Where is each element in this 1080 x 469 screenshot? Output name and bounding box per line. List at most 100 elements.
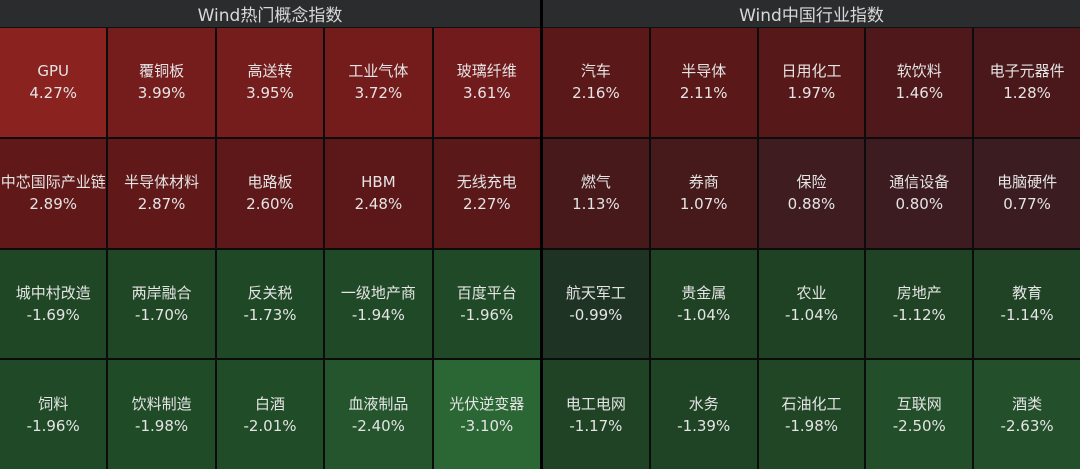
heatmap-cell[interactable]: 水务 -1.39%	[650, 360, 757, 469]
heatmap-cell[interactable]: 电工电网 -1.17%	[543, 360, 649, 469]
cell-change: -1.04%	[677, 305, 731, 324]
cell-name: 电子元器件	[989, 62, 1065, 81]
heatmap-cell[interactable]: 航天军工 -0.99%	[543, 249, 649, 359]
heatmap-cell[interactable]: 汽车 2.16%	[543, 28, 649, 137]
heatmap-cell[interactable]: 一级地产商 -1.94%	[325, 249, 432, 359]
heatmap-cell[interactable]: 饲料 -1.96%	[0, 360, 107, 469]
heatmap-cell[interactable]: 软饮料 1.46%	[866, 28, 973, 137]
cell-name: 券商	[688, 173, 719, 192]
heatmap-cell[interactable]: 石油化工 -1.98%	[758, 360, 865, 469]
heatmap-cell[interactable]: GPU 4.27%	[0, 28, 107, 137]
cell-change: 0.77%	[1003, 195, 1051, 214]
heatmap-cell[interactable]: 无线充电 2.27%	[433, 138, 540, 248]
heatmap-cell[interactable]: 玻璃纤维 3.61%	[433, 28, 540, 137]
cell-name: 饮料制造	[131, 394, 192, 413]
cell-change: -0.99%	[569, 305, 623, 324]
heatmap-cell[interactable]: 半导体 2.11%	[650, 28, 757, 137]
heatmap-cell[interactable]: HBM 2.48%	[325, 138, 432, 248]
concept-index-title: Wind热门概念指数	[0, 0, 540, 28]
cell-change: -1.39%	[677, 416, 731, 435]
cell-change: -1.69%	[26, 305, 80, 324]
heatmap-cell[interactable]: 电路板 2.60%	[216, 138, 324, 248]
heatmap-cell[interactable]: 农业 -1.04%	[758, 249, 865, 359]
industry-heatmap: 汽车 2.16% 半导体 2.11% 日用化工 1.97% 软饮料 1.46% 电子元器件 1.2…	[543, 28, 1080, 469]
cell-change: 3.99%	[137, 84, 186, 103]
concept-heatmap: GPU 4.27% 覆铜板 3.99% 高送转 3.95% 工业气体 3.72% 玻璃纤维 3.6…	[0, 28, 540, 469]
cell-change: 2.27%	[462, 195, 511, 214]
heatmap-cell[interactable]: 城中村改造 -1.69%	[0, 249, 107, 359]
industry-index-panel: Wind中国行业指数 汽车 2.16% 半导体 2.11% 日用化工 1.97% 软饮料 1.…	[543, 0, 1080, 469]
heatmap-cell[interactable]: 房地产 -1.12%	[866, 249, 973, 359]
cell-change: 4.27%	[29, 84, 78, 103]
cell-change: 2.87%	[137, 195, 186, 214]
cell-change: 3.61%	[462, 84, 511, 103]
cell-change: -1.70%	[135, 305, 189, 324]
cell-change: 3.95%	[246, 84, 294, 103]
heatmap-cell[interactable]: 白酒 -2.01%	[216, 360, 324, 469]
cell-name: 电脑硬件	[997, 173, 1058, 192]
cell-change: -2.63%	[1000, 416, 1054, 435]
heatmap-cell[interactable]: 光伏逆变器 -3.10%	[433, 360, 540, 469]
cell-name: 光伏逆变器	[449, 394, 525, 413]
cell-name: 教育	[1012, 283, 1043, 302]
cell-change: 1.07%	[679, 195, 728, 214]
cell-name: 互联网	[896, 394, 942, 413]
heatmap-cell[interactable]: 高送转 3.95%	[216, 28, 324, 137]
heatmap-cell[interactable]: 互联网 -2.50%	[866, 360, 973, 469]
heatmap-cell[interactable]: 券商 1.07%	[650, 138, 757, 248]
heatmap-cell[interactable]: 贵金属 -1.04%	[650, 249, 757, 359]
cell-change: -1.98%	[784, 416, 839, 435]
heatmap-cell[interactable]: 半导体材料 2.87%	[108, 138, 215, 248]
cell-name: 血液制品	[348, 394, 409, 413]
heatmap-cell[interactable]: 保险 0.88%	[758, 138, 865, 248]
cell-name: HBM	[361, 173, 396, 192]
cell-name: 日用化工	[781, 62, 842, 81]
cell-change: 2.60%	[246, 195, 294, 214]
heatmap-cell[interactable]: 教育 -1.14%	[974, 249, 1080, 359]
cell-name: 高送转	[247, 62, 293, 81]
cell-change: -1.98%	[135, 416, 189, 435]
heatmap-cell[interactable]: 血液制品 -2.40%	[325, 360, 432, 469]
cell-name: 覆铜板	[139, 62, 185, 81]
cell-name: 电工电网	[565, 394, 626, 413]
cell-change: 1.13%	[572, 195, 620, 214]
cell-name: 通信设备	[889, 173, 950, 192]
concept-index-panel: Wind热门概念指数 GPU 4.27% 覆铜板 3.99% 高送转 3.95% 工业气体 3…	[0, 0, 540, 469]
heatmap-cell[interactable]: 饮料制造 -1.98%	[108, 360, 215, 469]
heatmap-cell[interactable]: 通信设备 0.80%	[866, 138, 973, 248]
heatmap-cell[interactable]: 燃气 1.13%	[543, 138, 649, 248]
cell-name: 农业	[796, 283, 827, 302]
cell-change: -1.04%	[784, 305, 839, 324]
heatmap-cell[interactable]: 日用化工 1.97%	[758, 28, 865, 137]
heatmap-cell[interactable]: 酒类 -2.63%	[974, 360, 1080, 469]
heatmap-cell[interactable]: 两岸融合 -1.70%	[108, 249, 215, 359]
cell-name: 城中村改造	[15, 283, 91, 302]
cell-name: 工业气体	[348, 62, 409, 81]
cell-change: 2.89%	[29, 195, 78, 214]
heatmap-cell[interactable]: 反关税 -1.73%	[216, 249, 324, 359]
cell-name: 一级地产商	[340, 283, 416, 302]
cell-name: 饲料	[38, 394, 69, 413]
cell-change: 1.28%	[1003, 84, 1051, 103]
cell-name: 两岸融合	[131, 283, 192, 302]
heatmap-cell[interactable]: 电脑硬件 0.77%	[974, 138, 1080, 248]
cell-name: 酒类	[1012, 394, 1043, 413]
cell-name: 反关税	[247, 283, 293, 302]
heatmap-cell[interactable]: 工业气体 3.72%	[325, 28, 432, 137]
heatmap-cell[interactable]: 中芯国际产业链 2.89%	[0, 138, 107, 248]
heatmap-cell[interactable]: 覆铜板 3.99%	[108, 28, 215, 137]
cell-change: -2.40%	[351, 416, 405, 435]
cell-change: 0.80%	[895, 195, 944, 214]
cell-name: 燃气	[580, 173, 611, 192]
cell-name: GPU	[37, 62, 70, 81]
heatmap-cell[interactable]: 百度平台 -1.96%	[433, 249, 540, 359]
cell-change: -1.94%	[351, 305, 405, 324]
cell-change: 2.16%	[572, 84, 620, 103]
cell-name: 半导体	[681, 62, 727, 81]
cell-change: -1.96%	[26, 416, 80, 435]
cell-name: 中芯国际产业链	[0, 173, 106, 192]
cell-name: 无线充电	[456, 173, 517, 192]
cell-change: -1.12%	[892, 305, 946, 324]
cell-name: 半导体材料	[124, 173, 200, 192]
heatmap-cell[interactable]: 电子元器件 1.28%	[974, 28, 1080, 137]
